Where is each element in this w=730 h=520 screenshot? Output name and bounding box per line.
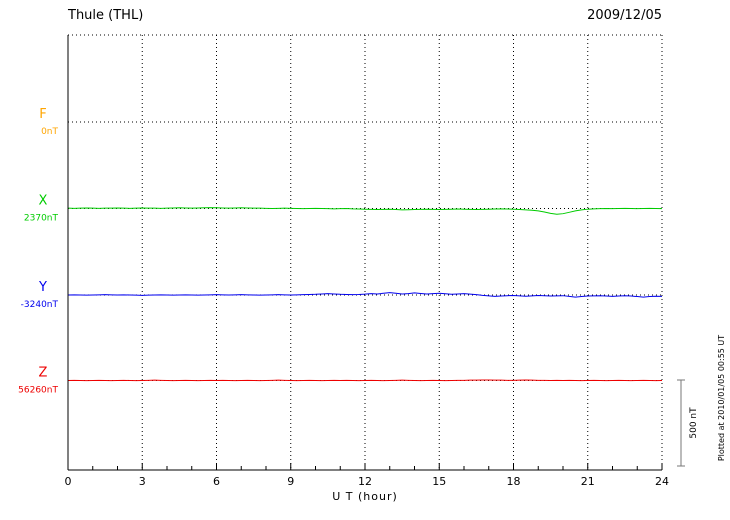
series-baseline-label-X: 2370nT: [24, 214, 59, 224]
x-tick-label: 18: [507, 475, 521, 488]
series-letter-Z: Z: [39, 366, 48, 381]
x-tick-label: 9: [287, 475, 294, 488]
x-tick-label: 15: [432, 475, 446, 488]
x-axis-title: U T (hour): [332, 490, 398, 503]
x-tick-label: 21: [581, 475, 595, 488]
plotted-at-label: Plotted at 2010/01/05 00:55 UT: [717, 335, 726, 461]
grid-lines: [68, 34, 663, 470]
traces: [67, 207, 663, 382]
series-letter-Y: Y: [38, 280, 47, 295]
axes: [67, 35, 685, 471]
x-tick-label: 6: [213, 475, 220, 488]
trace-X: [67, 207, 663, 215]
series-letter-X: X: [39, 194, 48, 209]
x-tick-label: 24: [655, 475, 669, 488]
station-title: Thule (THL): [68, 8, 144, 23]
series-baseline-label-Y: -3240nT: [21, 300, 59, 310]
series-baseline-label-Z: 56260nT: [18, 386, 58, 396]
x-tick-label: 12: [358, 475, 372, 488]
date-label: 2009/12/05: [587, 8, 662, 23]
trace-Z: [67, 379, 663, 382]
trace-Y: [67, 292, 663, 298]
axis-labels: 0 3 6 9 12 15 18 21 24 F 0nT X 2370nT Y -3240nT Z 56260n…: [18, 107, 669, 488]
x-tick-label: 3: [139, 475, 146, 488]
scale-bar-label: 500 nT: [689, 407, 699, 439]
series-baseline-label-F: 0nT: [41, 127, 58, 137]
x-tick-label: 0: [65, 475, 72, 488]
series-letter-F: F: [39, 107, 46, 122]
